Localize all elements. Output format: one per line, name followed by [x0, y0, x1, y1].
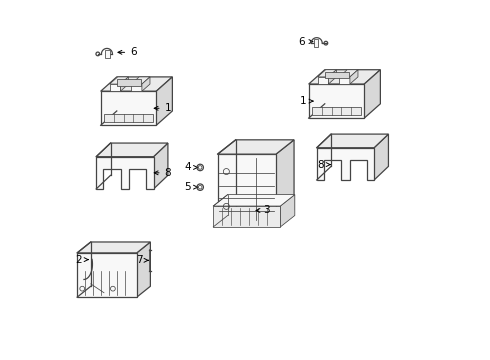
- Text: 3: 3: [263, 206, 270, 216]
- Text: 5: 5: [185, 182, 191, 192]
- Polygon shape: [213, 195, 295, 206]
- Polygon shape: [317, 148, 374, 180]
- Polygon shape: [110, 84, 121, 91]
- Polygon shape: [77, 253, 137, 297]
- Text: 6: 6: [298, 37, 305, 46]
- Polygon shape: [137, 242, 150, 297]
- Polygon shape: [131, 77, 150, 84]
- Text: 1: 1: [300, 96, 307, 106]
- Polygon shape: [309, 84, 364, 118]
- Polygon shape: [218, 154, 276, 224]
- Polygon shape: [77, 242, 150, 253]
- Polygon shape: [218, 140, 294, 154]
- Text: 2: 2: [75, 255, 82, 265]
- Polygon shape: [276, 140, 294, 224]
- Bar: [105, 50, 110, 58]
- Polygon shape: [156, 77, 172, 125]
- Polygon shape: [374, 134, 389, 180]
- Polygon shape: [104, 114, 153, 122]
- Text: 7: 7: [136, 255, 143, 265]
- Polygon shape: [121, 77, 128, 91]
- Polygon shape: [317, 134, 389, 148]
- Text: 8: 8: [317, 159, 324, 170]
- Polygon shape: [280, 195, 295, 227]
- Polygon shape: [312, 107, 361, 114]
- Polygon shape: [350, 70, 358, 84]
- Text: 8: 8: [165, 168, 172, 178]
- Polygon shape: [100, 91, 156, 125]
- Polygon shape: [100, 77, 172, 91]
- Text: 6: 6: [130, 47, 137, 57]
- Polygon shape: [309, 70, 380, 84]
- Polygon shape: [318, 70, 337, 77]
- Bar: [314, 40, 318, 47]
- Polygon shape: [117, 79, 141, 86]
- Polygon shape: [131, 84, 142, 91]
- Polygon shape: [318, 77, 328, 84]
- Polygon shape: [96, 143, 168, 157]
- Polygon shape: [153, 143, 168, 189]
- Polygon shape: [328, 70, 337, 84]
- Polygon shape: [213, 206, 280, 227]
- Polygon shape: [364, 70, 380, 118]
- Polygon shape: [325, 72, 349, 78]
- Polygon shape: [339, 77, 350, 84]
- Polygon shape: [96, 157, 153, 189]
- Polygon shape: [339, 70, 358, 77]
- Polygon shape: [110, 77, 128, 84]
- Text: 1: 1: [165, 103, 172, 113]
- Text: 4: 4: [185, 162, 191, 172]
- Polygon shape: [142, 77, 150, 91]
